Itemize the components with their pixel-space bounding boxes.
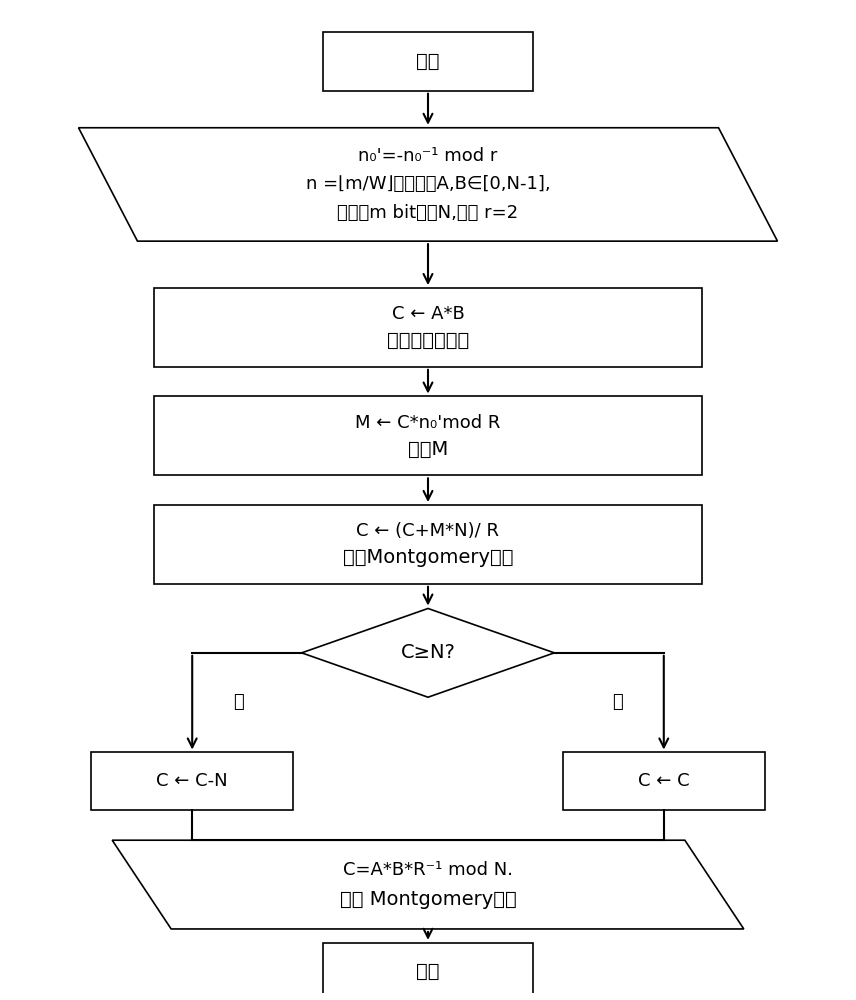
Text: n₀'=-n₀⁻¹ mod r: n₀'=-n₀⁻¹ mod r <box>359 147 497 165</box>
Text: C≥N?: C≥N? <box>401 643 455 662</box>
Text: C=A*B*R⁻¹ mod N.: C=A*B*R⁻¹ mod N. <box>343 861 513 879</box>
Text: 结束: 结束 <box>416 962 440 981</box>
Text: C ← C-N: C ← C-N <box>157 772 228 790</box>
Polygon shape <box>301 608 555 697</box>
Bar <box>154 396 702 475</box>
Bar <box>562 752 765 810</box>
Text: 输出 Montgomery乘积: 输出 Montgomery乘积 <box>340 890 516 909</box>
Text: 计算多精度乘法: 计算多精度乘法 <box>387 331 469 350</box>
Text: 计算Montgomery约减: 计算Montgomery约减 <box>342 548 514 567</box>
Text: 否: 否 <box>612 693 623 711</box>
Bar <box>154 288 702 367</box>
Text: M ← C*n₀'mod R: M ← C*n₀'mod R <box>355 414 501 432</box>
Text: 是: 是 <box>233 693 244 711</box>
Text: C ← A*B: C ← A*B <box>392 305 464 323</box>
Bar <box>154 505 702 584</box>
Bar <box>323 943 533 1000</box>
Text: 计算M: 计算M <box>407 440 449 459</box>
Polygon shape <box>79 128 777 241</box>
Text: 开始: 开始 <box>416 52 440 71</box>
Text: n =⌊m/W⌋，操作数A,B∈[0,N-1],: n =⌊m/W⌋，操作数A,B∈[0,N-1], <box>306 175 550 193</box>
Text: 输入：m bit素数N,字长 r=2: 输入：m bit素数N,字长 r=2 <box>337 204 519 222</box>
Polygon shape <box>112 840 744 929</box>
Bar <box>323 32 533 91</box>
Text: C ← C: C ← C <box>638 772 690 790</box>
Text: C ← (C+M*N)/ R: C ← (C+M*N)/ R <box>356 522 500 540</box>
Bar <box>91 752 294 810</box>
